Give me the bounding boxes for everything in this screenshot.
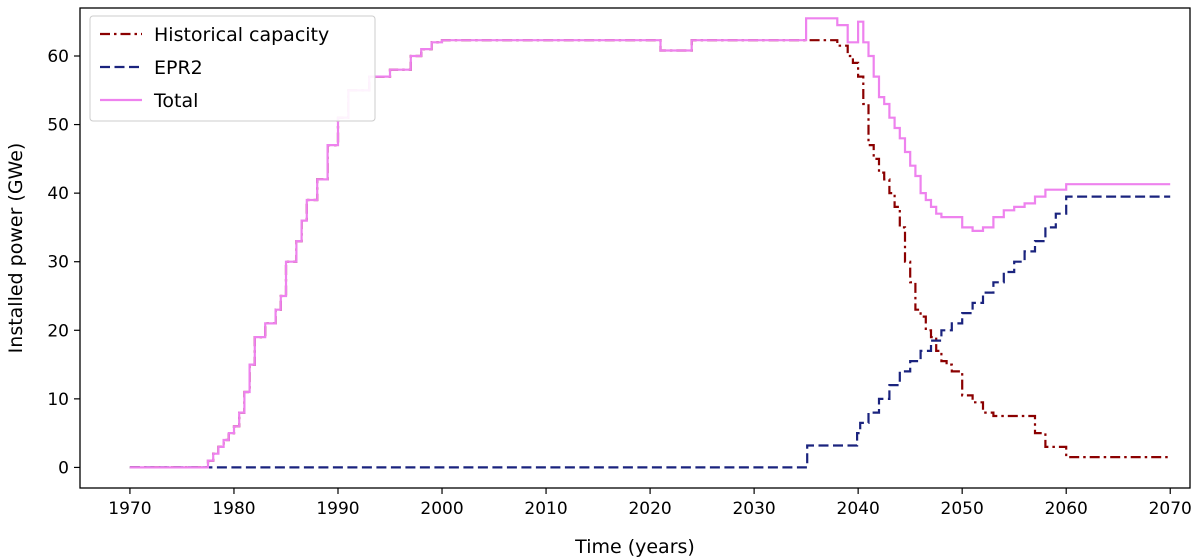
series-line-3 <box>129 17 1171 469</box>
y-tick-label: 60 <box>47 47 69 67</box>
x-tick-label: 2070 <box>1149 499 1192 519</box>
ticks-layer: 1970 1980 1990 2000 2010 2020 2030 2040 2050 2060… <box>47 47 1192 519</box>
x-tick-label: 1980 <box>212 499 255 519</box>
y-tick-label: 20 <box>47 321 69 341</box>
x-tick-label: 1970 <box>108 499 151 519</box>
x-tick-label: 2050 <box>941 499 984 519</box>
series-layer <box>129 17 1171 469</box>
y-tick-label: 50 <box>47 116 69 136</box>
x-tick-label: 1990 <box>316 499 359 519</box>
y-tick-label: 40 <box>47 184 69 204</box>
x-tick-label: 2010 <box>524 499 567 519</box>
legend-label-1: Historical capacity <box>154 24 329 46</box>
x-axis-label: Time (years) <box>574 536 695 558</box>
y-axis-label: Installed power (GWe) <box>5 143 27 354</box>
series-line-2 <box>129 195 1171 469</box>
x-tick-label: 2040 <box>837 499 880 519</box>
x-tick-label: 2060 <box>1045 499 1088 519</box>
legend-label-2: EPR2 <box>154 57 203 79</box>
x-tick-label: 2030 <box>732 499 775 519</box>
legend-label-3: Total <box>153 90 198 112</box>
legend-items: Historical capacity EPR2 Total <box>100 24 329 112</box>
y-tick-label: 30 <box>47 253 69 273</box>
x-tick-label: 2020 <box>628 499 671 519</box>
x-tick-label: 2000 <box>420 499 463 519</box>
y-tick-label: 0 <box>58 458 69 478</box>
legend: Historical capacity EPR2 Total <box>89 15 376 122</box>
plot-frame <box>79 7 1191 489</box>
y-tick-label: 10 <box>47 390 69 410</box>
legend-box <box>89 15 376 122</box>
